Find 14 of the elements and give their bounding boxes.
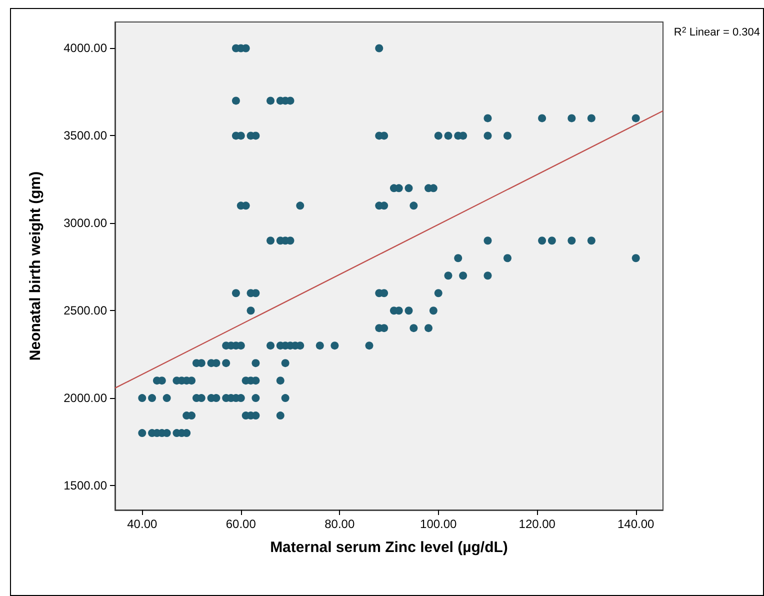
y-tick-label: 3500.00	[64, 128, 108, 143]
x-tick-label: 60.00	[226, 517, 256, 531]
x-axis-title: Maternal serum Zinc level (µg/dL)	[270, 539, 508, 556]
y-axis-title: Neonatal birth weight (gm)	[27, 171, 44, 361]
x-tick-label: 120.00	[518, 517, 556, 531]
x-tick-label: 140.00	[617, 517, 655, 531]
y-tick-label: 2500.00	[64, 304, 108, 318]
x-tick-label: 40.00	[127, 517, 158, 531]
y-tick-label: 2000.00	[64, 391, 108, 406]
x-tick-label: 80.00	[324, 517, 355, 531]
x-tick-label: 100.00	[420, 517, 458, 531]
y-tick-label: 3000.00	[64, 216, 108, 230]
y-tick-label: 4000.00	[64, 41, 108, 56]
y-tick-label: 1500.00	[64, 478, 108, 493]
